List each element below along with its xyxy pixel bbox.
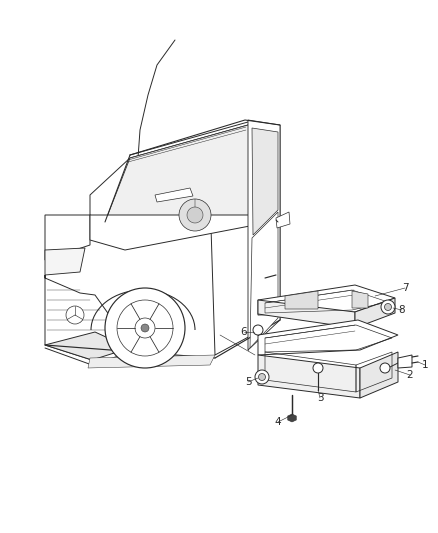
Polygon shape: [250, 212, 278, 348]
Text: 8: 8: [399, 305, 405, 315]
Text: 2: 2: [407, 370, 413, 380]
Polygon shape: [276, 212, 290, 228]
Polygon shape: [258, 355, 360, 398]
Text: 7: 7: [402, 283, 408, 293]
Polygon shape: [398, 355, 412, 368]
Circle shape: [66, 306, 84, 324]
Polygon shape: [258, 300, 355, 328]
Text: 3: 3: [317, 393, 323, 403]
Circle shape: [135, 318, 155, 338]
Text: 4: 4: [275, 417, 281, 427]
Circle shape: [381, 300, 395, 314]
Polygon shape: [248, 120, 280, 350]
Circle shape: [313, 363, 323, 373]
Circle shape: [380, 363, 390, 373]
Polygon shape: [258, 285, 395, 315]
Text: 6: 6: [241, 327, 247, 337]
Polygon shape: [45, 275, 127, 360]
Circle shape: [141, 324, 149, 332]
Polygon shape: [45, 215, 90, 260]
Circle shape: [258, 374, 265, 381]
Polygon shape: [45, 332, 130, 360]
Circle shape: [117, 300, 173, 356]
Circle shape: [255, 370, 269, 384]
Polygon shape: [288, 414, 297, 422]
Polygon shape: [90, 215, 255, 250]
Polygon shape: [352, 291, 368, 308]
Polygon shape: [252, 128, 278, 235]
Polygon shape: [105, 125, 272, 235]
Circle shape: [187, 207, 203, 223]
Polygon shape: [45, 248, 85, 275]
Circle shape: [179, 199, 211, 231]
Circle shape: [105, 288, 185, 368]
Polygon shape: [355, 298, 395, 328]
Polygon shape: [258, 320, 398, 355]
Text: 1: 1: [422, 360, 428, 370]
Circle shape: [385, 303, 392, 311]
Polygon shape: [88, 355, 215, 368]
Polygon shape: [210, 125, 280, 355]
Polygon shape: [90, 125, 272, 222]
Polygon shape: [360, 352, 398, 398]
Text: 5: 5: [245, 377, 251, 387]
Circle shape: [253, 325, 263, 335]
Polygon shape: [155, 188, 193, 202]
Polygon shape: [285, 291, 318, 309]
Polygon shape: [45, 118, 280, 368]
